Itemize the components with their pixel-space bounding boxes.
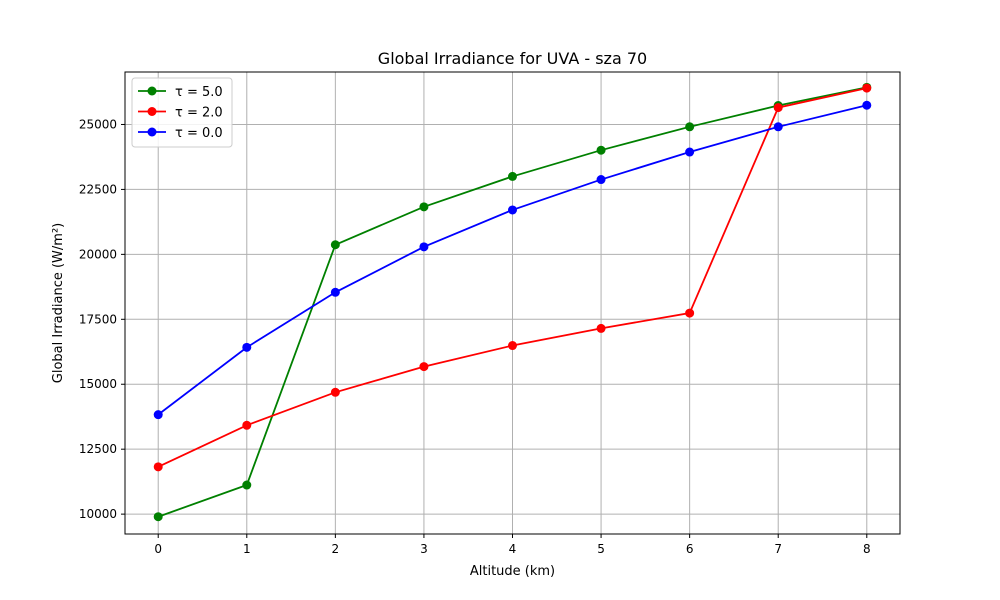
- data-point: [596, 175, 606, 185]
- x-tick-label: 4: [509, 542, 517, 556]
- x-tick-label: 6: [686, 542, 694, 556]
- y-axis-label: Global Irradiance (W/m²): [51, 223, 66, 383]
- series-2: [153, 100, 872, 420]
- data-point: [330, 387, 340, 397]
- data-point: [242, 342, 252, 352]
- x-tick-label: 0: [154, 542, 162, 556]
- data-point: [508, 341, 517, 351]
- y-tick-label: 22500: [79, 182, 117, 196]
- y-tick-label: 25000: [79, 117, 117, 131]
- data-point: [773, 122, 783, 132]
- x-tick-label: 3: [420, 542, 428, 556]
- data-point: [242, 480, 252, 490]
- x-axis-ticks: 0 1 2 3 4 5 6 7 8: [154, 534, 871, 556]
- data-point: [330, 240, 340, 250]
- x-tick-label: 8: [863, 542, 871, 556]
- data-point: [862, 100, 872, 110]
- legend-item: τ = 0.0: [138, 126, 223, 141]
- legend-marker: [147, 107, 157, 116]
- series-1: [153, 83, 872, 472]
- legend-label: τ = 5.0: [175, 85, 223, 100]
- data-point: [419, 202, 429, 212]
- data-point: [330, 287, 340, 297]
- y-tick-label: 20000: [79, 247, 117, 261]
- y-tick-label: 15000: [79, 377, 117, 391]
- data-point: [153, 410, 163, 420]
- legend-label: τ = 2.0: [175, 106, 223, 121]
- x-tick-label: 2: [332, 542, 340, 556]
- legend-marker: [147, 86, 157, 96]
- data-point: [153, 462, 163, 472]
- legend: τ = 5.0 τ = 2.0 τ = 0.0: [131, 77, 233, 148]
- y-tick-label: 10000: [79, 507, 117, 521]
- data-point: [419, 242, 429, 252]
- data-point: [685, 308, 695, 318]
- data-point: [596, 323, 606, 333]
- data-point: [862, 83, 872, 93]
- x-tick-label: 7: [774, 542, 782, 556]
- data-point: [153, 512, 163, 522]
- legend-marker: [147, 127, 157, 137]
- chart-title: Global Irradiance for UVA - sza 70: [378, 49, 647, 68]
- x-axis-label: Altitude (km): [470, 564, 555, 579]
- legend-item: τ = 2.0: [138, 106, 223, 121]
- data-point: [419, 362, 429, 372]
- x-tick-label: 1: [243, 542, 251, 556]
- legend-box: [131, 77, 233, 148]
- data-point: [242, 420, 252, 430]
- data-point: [685, 122, 695, 132]
- series-layer: [153, 82, 872, 522]
- x-tick-label: 5: [597, 542, 605, 556]
- data-point: [508, 205, 517, 215]
- data-point: [596, 145, 606, 155]
- y-tick-label: 17500: [79, 312, 117, 326]
- y-axis-ticks: 10000 12500 15000 17500 20000 22500 25000: [79, 117, 125, 521]
- data-point: [685, 147, 695, 157]
- y-tick-label: 12500: [79, 442, 117, 456]
- series-0: [153, 82, 872, 522]
- legend-label: τ = 0.0: [175, 126, 223, 141]
- data-point: [508, 171, 517, 181]
- legend-item: τ = 5.0: [138, 85, 223, 100]
- data-point: [773, 103, 783, 113]
- grid: [125, 72, 900, 534]
